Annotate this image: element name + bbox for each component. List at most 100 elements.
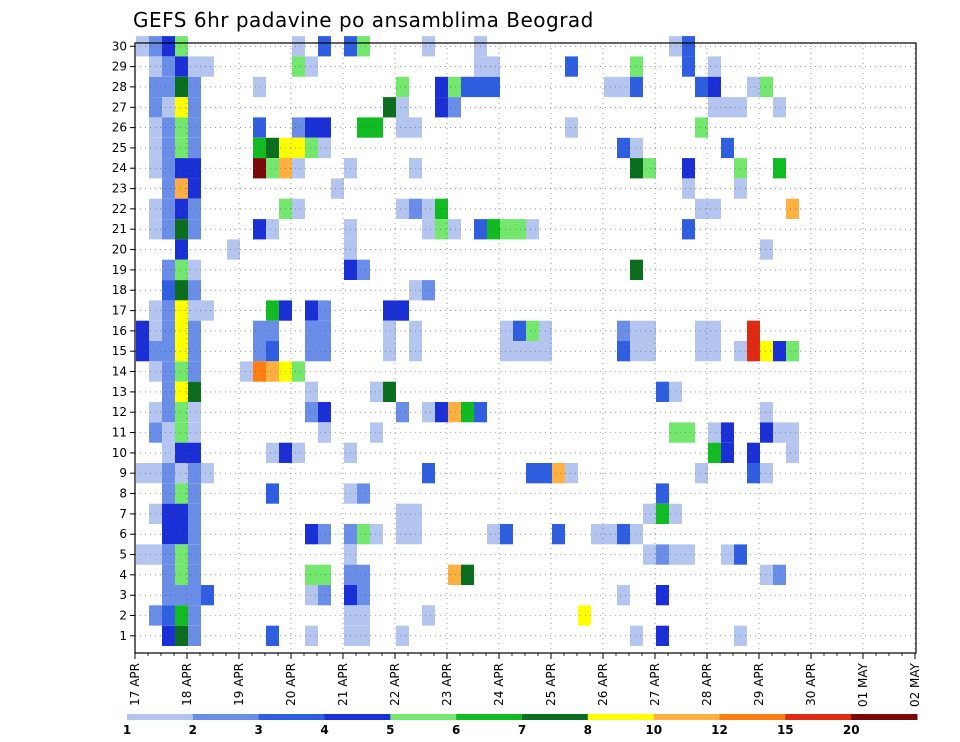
heatmap-cell — [565, 56, 578, 77]
y-tick-label: 24 — [112, 161, 127, 175]
heatmap-cell — [162, 361, 175, 382]
heatmap-cell — [175, 239, 188, 260]
heatmap-cell — [188, 198, 201, 219]
heatmap-cell — [383, 97, 396, 118]
heatmap-cell — [292, 442, 305, 463]
heatmap-cell — [188, 300, 201, 321]
y-tick-label: 29 — [112, 60, 127, 74]
heatmap-cell — [617, 320, 630, 341]
heatmap-cell — [422, 198, 435, 219]
heatmap-cell — [253, 117, 266, 138]
heatmap-cell — [487, 76, 500, 98]
heatmap-cell — [500, 320, 513, 341]
heatmap-cell — [435, 219, 448, 240]
heatmap-cell — [383, 341, 396, 362]
y-tick-label: 8 — [119, 487, 127, 501]
heatmap-cell — [175, 97, 188, 118]
heatmap-cell — [305, 524, 318, 545]
colorbar-label: 20 — [843, 723, 860, 737]
heatmap-cell — [526, 219, 539, 240]
colorbar-swatch — [719, 714, 786, 720]
heatmap-cell — [708, 320, 721, 341]
heatmap-cell — [448, 219, 461, 240]
heatmap-cell — [721, 422, 734, 443]
heatmap-cell — [305, 117, 318, 138]
heatmap-cell — [708, 97, 721, 118]
heatmap-cell — [175, 544, 188, 565]
y-tick-label: 15 — [112, 344, 127, 358]
heatmap-cell — [617, 341, 630, 362]
heatmap-cell — [266, 300, 279, 321]
heatmap-cell — [162, 36, 175, 57]
heatmap-cell — [357, 36, 370, 57]
heatmap-cell — [188, 422, 201, 443]
heatmap-cell — [617, 137, 630, 159]
y-tick-label: 27 — [112, 100, 127, 114]
heatmap-cell — [201, 585, 214, 606]
heatmap-cell — [526, 463, 539, 484]
heatmap-cell — [175, 402, 188, 423]
heatmap-cell — [682, 56, 695, 77]
heatmap-cell — [253, 341, 266, 362]
heatmap-cell — [773, 422, 786, 443]
heatmap-cell — [747, 442, 760, 463]
heatmap-cell — [188, 280, 201, 301]
heatmap-cell — [266, 158, 279, 179]
heatmap-cell — [162, 259, 175, 280]
x-tick-label: 25 APR — [544, 663, 558, 706]
heatmap-cell — [643, 158, 656, 179]
heatmap-cell — [188, 219, 201, 240]
colorbar-label: 15 — [777, 723, 794, 737]
colorbar-label: 1 — [123, 723, 131, 737]
heatmap-cell — [175, 422, 188, 443]
heatmap-cell — [448, 76, 461, 98]
heatmap-cell — [175, 198, 188, 219]
heatmap-cell — [682, 422, 695, 443]
heatmap-cell — [760, 463, 773, 484]
heatmap-cell — [188, 137, 201, 159]
heatmap-cell — [188, 524, 201, 545]
heatmap-cell — [305, 564, 318, 585]
x-tick-label: 27 APR — [648, 663, 662, 706]
heatmap-cell — [383, 320, 396, 341]
heatmap-cell — [175, 219, 188, 240]
heatmap-cell — [487, 524, 500, 545]
heatmap-cell — [695, 320, 708, 341]
heatmap-cell — [175, 320, 188, 341]
heatmap-cell — [175, 625, 188, 646]
heatmap-cell — [305, 320, 318, 341]
x-tick-label: 24 APR — [492, 663, 506, 706]
heatmap-cell — [422, 402, 435, 423]
colorbar-swatch — [127, 714, 194, 720]
heatmap-cell — [565, 463, 578, 484]
heatmap-cell — [643, 544, 656, 565]
heatmap-cell — [162, 158, 175, 179]
heatmap-cell — [617, 76, 630, 98]
colorbar-label: 3 — [255, 723, 263, 737]
heatmap-cell — [461, 76, 474, 98]
x-tick-label: 26 APR — [596, 663, 610, 706]
heatmap-cell — [175, 605, 188, 626]
heatmap-cell — [266, 625, 279, 646]
heatmap-cell — [175, 178, 188, 199]
heatmap-cell — [396, 503, 409, 524]
y-tick-label: 22 — [112, 202, 127, 216]
y-tick-label: 28 — [112, 80, 127, 94]
heatmap-cell — [253, 361, 266, 382]
heatmap-cell — [292, 56, 305, 77]
heatmap-cell — [292, 158, 305, 179]
heatmap-cell — [513, 341, 526, 362]
heatmap-cell — [526, 341, 539, 362]
colorbar-label: 5 — [386, 723, 394, 737]
heatmap-cell — [136, 320, 149, 341]
heatmap-cell — [396, 524, 409, 545]
heatmap-cell — [175, 56, 188, 77]
heatmap-cell — [175, 483, 188, 504]
heatmap-cell — [188, 76, 201, 98]
x-tick-label: 28 APR — [700, 663, 714, 706]
heatmap-cell — [630, 524, 643, 545]
heatmap-cell — [565, 117, 578, 138]
heatmap-cell — [188, 564, 201, 585]
heatmap-cell — [292, 117, 305, 138]
heatmap-cell — [422, 605, 435, 626]
